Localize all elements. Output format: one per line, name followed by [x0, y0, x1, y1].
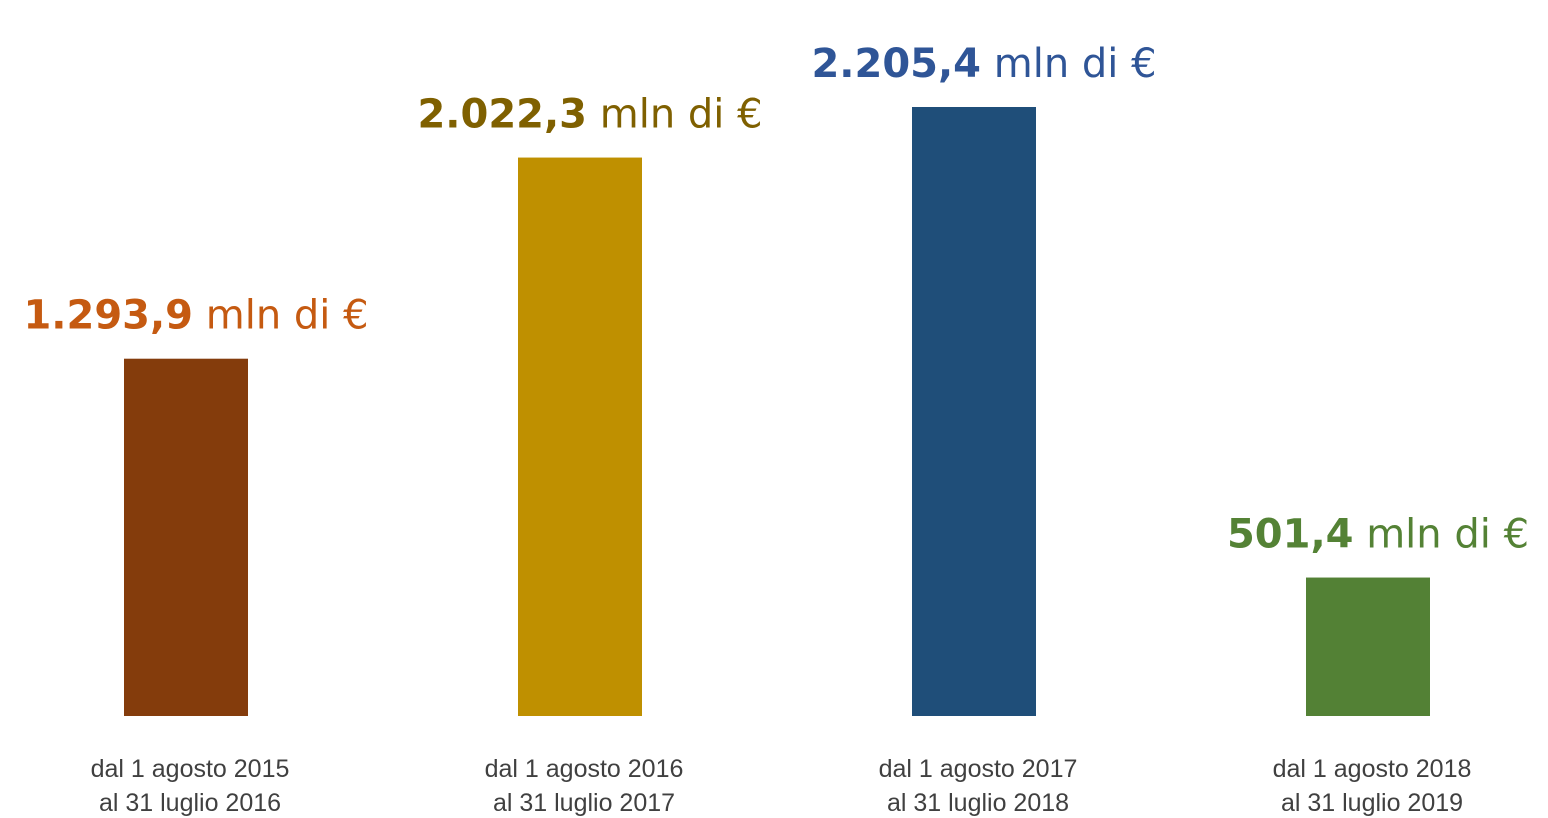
value-unit: mln di € — [600, 92, 763, 138]
value-number: 501,4 — [1227, 512, 1354, 558]
bar — [518, 157, 642, 717]
x-tick-label: dal 1 agosto 2018 — [1273, 755, 1472, 783]
value-number: 2.022,3 — [417, 92, 587, 138]
x-tick-label: dal 1 agosto 2015 — [91, 755, 290, 783]
x-tick-label: dal 1 agosto 2016 — [485, 755, 684, 783]
value-number: 1.293,9 — [23, 293, 193, 339]
value-label: 2.022,3 mln di € — [417, 92, 762, 138]
value-label: 1.293,9 mln di € — [23, 293, 368, 339]
value-number: 2.205,4 — [811, 41, 981, 87]
bar — [1306, 577, 1430, 716]
value-unit: mln di € — [206, 293, 369, 339]
bar — [912, 107, 1036, 716]
value-label: 2.205,4 mln di € — [811, 41, 1156, 87]
value-unit: mln di € — [1366, 512, 1529, 558]
value-label: 501,4 mln di € — [1227, 512, 1529, 558]
x-tick-label: al 31 luglio 2019 — [1281, 789, 1463, 817]
value-unit: mln di € — [994, 41, 1157, 87]
x-tick-label: al 31 luglio 2017 — [493, 789, 675, 817]
bar — [124, 358, 248, 716]
x-tick-label: al 31 luglio 2016 — [99, 789, 281, 817]
x-tick-label: dal 1 agosto 2017 — [879, 755, 1078, 783]
x-tick-label: al 31 luglio 2018 — [887, 789, 1069, 817]
